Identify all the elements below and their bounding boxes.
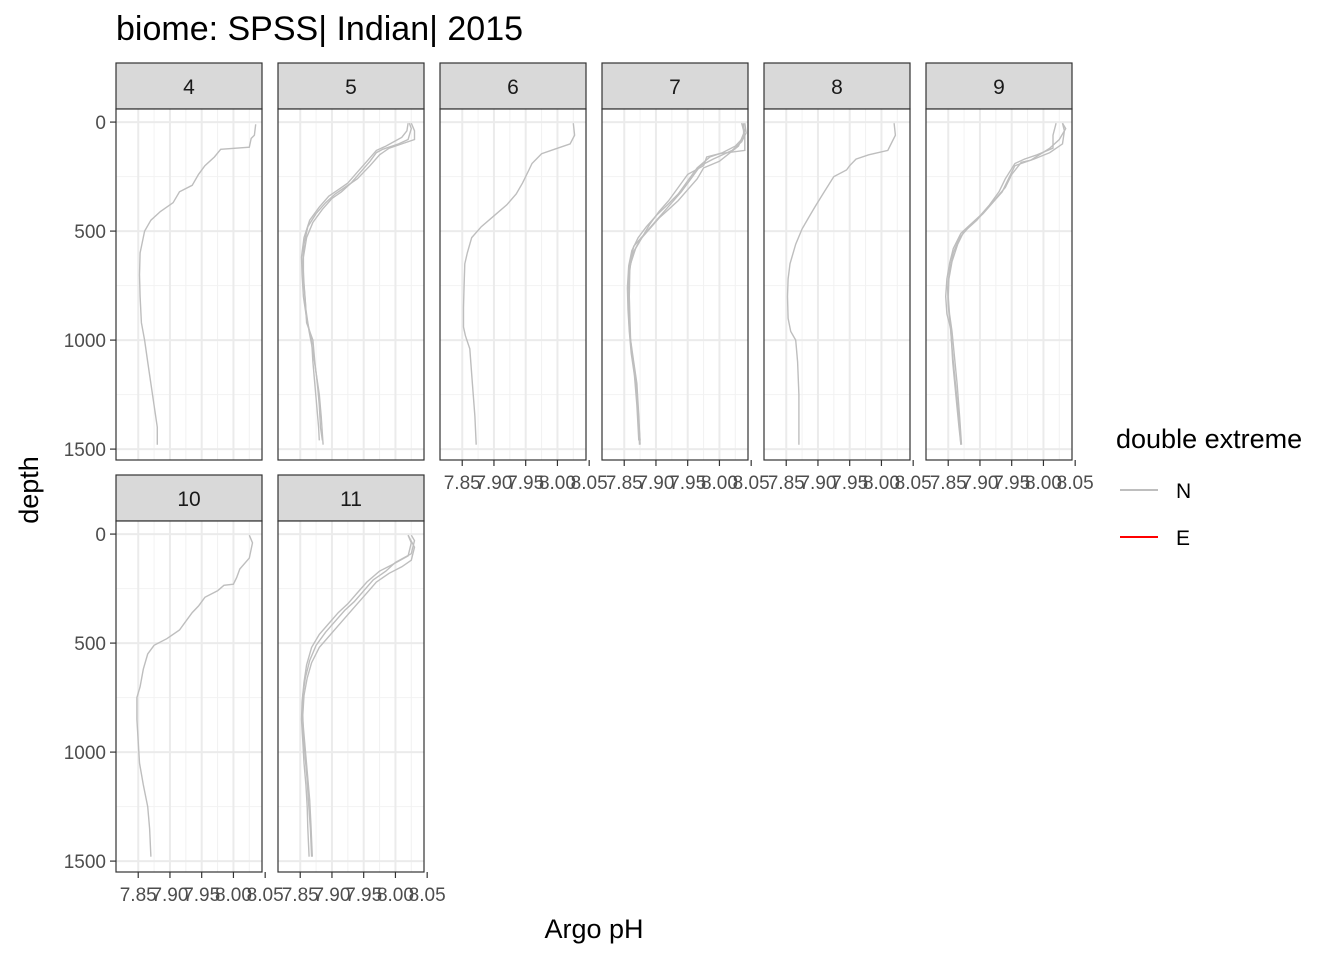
x-tick-label: 7.90	[313, 885, 350, 906]
legend-label-N: N	[1176, 480, 1191, 503]
x-tick-label: 8.05	[1057, 473, 1094, 494]
panel-border	[277, 108, 425, 461]
y-tick-label: 0	[95, 113, 106, 134]
facet-strip	[115, 474, 263, 522]
panel-11: 11	[277, 474, 425, 873]
x-tick-label: 7.90	[799, 473, 836, 494]
x-tick-label: 7.90	[961, 473, 998, 494]
panel-border	[115, 108, 263, 461]
y-axes: 0 500 1000 1500 0 500 1000 1500	[64, 113, 116, 873]
y-tick-label: 500	[74, 222, 106, 243]
profile-line-9-3	[946, 122, 1067, 445]
profile-line-10-1	[136, 534, 254, 857]
x-tick-label: 7.95	[183, 885, 220, 906]
x-tick-label: 8.00	[1025, 473, 1062, 494]
profile-line-11-1	[300, 534, 413, 857]
panel-border	[763, 108, 911, 461]
x-tick-label: 7.90	[637, 473, 674, 494]
facet-strip	[277, 474, 425, 522]
panel-9: 9	[925, 62, 1073, 461]
facet-strip-label: 7	[669, 76, 681, 99]
facet-strip-label: 11	[340, 488, 362, 511]
x-tick-label: 8.05	[409, 885, 446, 906]
panel-background	[926, 109, 1072, 460]
profile-line-11-2	[301, 534, 416, 857]
x-axes: 7.857.907.958.008.057.857.907.958.008.05…	[120, 460, 1094, 906]
x-tick-label: 8.00	[539, 473, 576, 494]
x-tick-label: 7.95	[669, 473, 706, 494]
profile-line-6-1	[462, 123, 576, 445]
profile-line-5-2	[300, 123, 409, 441]
facet-strip-label: 5	[345, 76, 357, 99]
panel-border	[925, 108, 1073, 461]
panel-8: 8	[763, 62, 911, 461]
profile-line-7-4	[626, 123, 745, 441]
y-tick-label: 1500	[64, 852, 106, 873]
x-tick-label: 8.05	[571, 473, 608, 494]
x-tick-label: 8.00	[701, 473, 738, 494]
x-tick-label: 7.95	[831, 473, 868, 494]
x-tick-label: 7.85	[282, 885, 319, 906]
x-tick-label: 7.85	[768, 473, 805, 494]
facet-panels: 4 5 6 7 8 9 10 11	[115, 62, 1073, 873]
facet-strip	[601, 62, 749, 110]
panel-4: 4	[115, 62, 263, 461]
y-tick-label: 500	[74, 634, 106, 655]
y-tick-label: 1500	[64, 440, 106, 461]
y-axis-title: depth	[14, 456, 44, 524]
legend-title: double extreme	[1116, 424, 1302, 454]
x-tick-label: 7.90	[475, 473, 512, 494]
profile-line-5-3	[302, 122, 416, 445]
panel-7: 7	[601, 62, 749, 461]
y-tick-label: 0	[95, 525, 106, 546]
x-tick-label: 7.85	[120, 885, 157, 906]
x-tick-label: 7.95	[507, 473, 544, 494]
x-tick-label: 8.00	[215, 885, 252, 906]
x-tick-label: 8.05	[733, 473, 770, 494]
panel-5: 5	[277, 62, 425, 461]
panel-border	[277, 520, 425, 873]
profile-line-11-3	[302, 534, 416, 857]
chart-title: biome: SPSS| Indian| 2015	[116, 10, 523, 48]
x-tick-label: 7.85	[930, 473, 967, 494]
facet-strip	[439, 62, 587, 110]
facet-strip-label: 10	[177, 488, 200, 511]
facet-strip	[763, 62, 911, 110]
y-tick-label: 1000	[64, 331, 106, 352]
panel-border	[601, 108, 749, 461]
facet-strip-label: 6	[507, 76, 519, 99]
panel-border	[115, 520, 263, 873]
x-tick-label: 8.00	[863, 473, 900, 494]
panel-6: 6	[439, 62, 587, 461]
panel-background	[116, 521, 262, 872]
panel-border	[439, 108, 587, 461]
x-tick-label: 8.05	[895, 473, 932, 494]
x-tick-label: 7.95	[345, 885, 382, 906]
facet-strip	[115, 62, 263, 110]
facet-strip-label: 4	[183, 76, 195, 99]
profile-line-4-1	[138, 124, 257, 445]
facet-strip-label: 8	[831, 76, 843, 99]
facet-strip-label: 9	[993, 76, 1005, 99]
legend-label-E: E	[1176, 527, 1190, 550]
x-tick-label: 7.85	[606, 473, 643, 494]
x-tick-label: 7.90	[151, 885, 188, 906]
x-tick-label: 8.05	[247, 885, 284, 906]
x-tick-label: 7.95	[993, 473, 1030, 494]
x-tick-label: 7.85	[444, 473, 481, 494]
x-axis-title: Argo pH	[544, 914, 643, 944]
panel-10: 10	[115, 474, 263, 873]
profile-line-8-1	[786, 123, 897, 445]
legend: double extreme N E	[1116, 424, 1302, 550]
y-tick-label: 1000	[64, 743, 106, 764]
x-tick-label: 8.00	[377, 885, 414, 906]
panel-background	[602, 109, 748, 460]
